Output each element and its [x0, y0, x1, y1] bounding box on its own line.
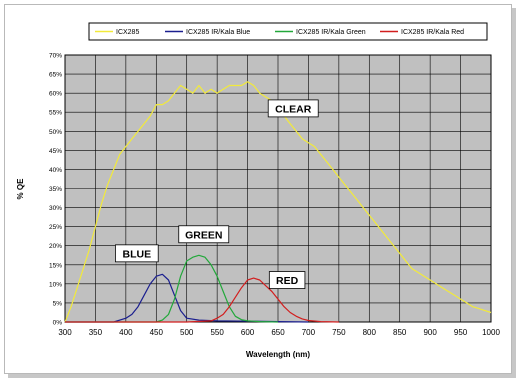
- annotation-label: BLUE: [123, 248, 152, 260]
- y-tick-label: 0%: [53, 320, 63, 327]
- annotation-box: [178, 225, 230, 244]
- y-tick-label: 5%: [53, 300, 63, 307]
- legend-entry-label: ICX285 IR/Kala Green: [296, 29, 366, 36]
- annotation-box: [115, 244, 159, 263]
- x-tick-label: 350: [89, 328, 103, 337]
- y-tick-label: 30%: [49, 205, 62, 212]
- x-tick-label: 950: [454, 328, 468, 337]
- x-tick-label: 450: [150, 328, 164, 337]
- x-axis-label: Wavelength (nm): [246, 350, 310, 359]
- legend-entry-label: ICX285: [116, 29, 139, 36]
- y-tick-label: 10%: [49, 281, 62, 288]
- y-tick-label: 25%: [49, 224, 62, 231]
- y-tick-label: 45%: [49, 148, 62, 155]
- y-tick-label: 70%: [49, 53, 62, 60]
- chart-frame: ICX285 ICX285 IR/Kala Blue ICX285 IR/Kala …: [4, 4, 512, 374]
- annotation-box: [267, 99, 319, 118]
- annotation-box: [268, 271, 306, 289]
- annotation-label: CLEAR: [275, 103, 312, 115]
- y-tick-label: 20%: [49, 243, 62, 250]
- x-tick-label: 750: [332, 328, 346, 337]
- x-tick-label: 800: [363, 328, 377, 337]
- x-axis-ticks: 300 350 400 450 500 550 600 650 700 750 800 850 900 9…: [58, 328, 500, 337]
- x-tick-label: 700: [302, 328, 316, 337]
- x-tick-label: 400: [119, 328, 133, 337]
- qe-line-chart: ICX285 ICX285 IR/Kala Blue ICX285 IR/Kala …: [16, 22, 500, 359]
- y-tick-label: 40%: [49, 167, 62, 174]
- annotations: CLEAR GREEN BLUE RED: [115, 99, 319, 289]
- x-tick-label: 1000: [482, 328, 500, 337]
- x-tick-label: 300: [58, 328, 72, 337]
- y-tick-label: 35%: [49, 186, 62, 193]
- series-line-3: [65, 277, 339, 323]
- x-tick-label: 850: [393, 328, 407, 337]
- y-tick-label: 65%: [49, 72, 62, 79]
- legend-entry-label: ICX285 IR/Kala Blue: [186, 29, 250, 36]
- x-tick-label: 600: [241, 328, 255, 337]
- y-tick-label: 50%: [49, 129, 62, 136]
- series-line-1: [65, 273, 309, 323]
- y-tick-label: 15%: [49, 262, 62, 269]
- y-tick-label: 55%: [49, 110, 62, 117]
- annotation-label: GREEN: [185, 229, 222, 241]
- x-tick-label: 650: [271, 328, 285, 337]
- legend: ICX285 ICX285 IR/Kala Blue ICX285 IR/Kala …: [95, 29, 464, 36]
- y-axis-label: % QE: [16, 178, 25, 200]
- x-tick-label: 900: [423, 328, 437, 337]
- legend-entry-label: ICX285 IR/Kala Red: [401, 29, 464, 36]
- x-tick-label: 500: [180, 328, 194, 337]
- y-tick-label: 60%: [49, 91, 62, 98]
- x-tick-label: 550: [210, 328, 224, 337]
- annotation-label: RED: [276, 275, 299, 287]
- y-axis-ticks: 0% 5% 10% 15% 20% 25% 30% 35% 40% 45% 50% 55% 60% 65%…: [49, 53, 62, 327]
- series-line-2: [65, 254, 279, 323]
